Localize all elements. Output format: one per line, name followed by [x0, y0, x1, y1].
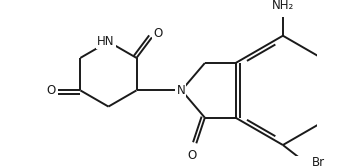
Text: HN: HN	[97, 35, 115, 48]
Text: O: O	[188, 149, 197, 162]
Text: O: O	[153, 27, 163, 40]
Text: Br: Br	[312, 156, 325, 168]
Text: N: N	[176, 84, 185, 97]
Text: NH₂: NH₂	[272, 0, 294, 12]
Text: O: O	[47, 84, 56, 97]
